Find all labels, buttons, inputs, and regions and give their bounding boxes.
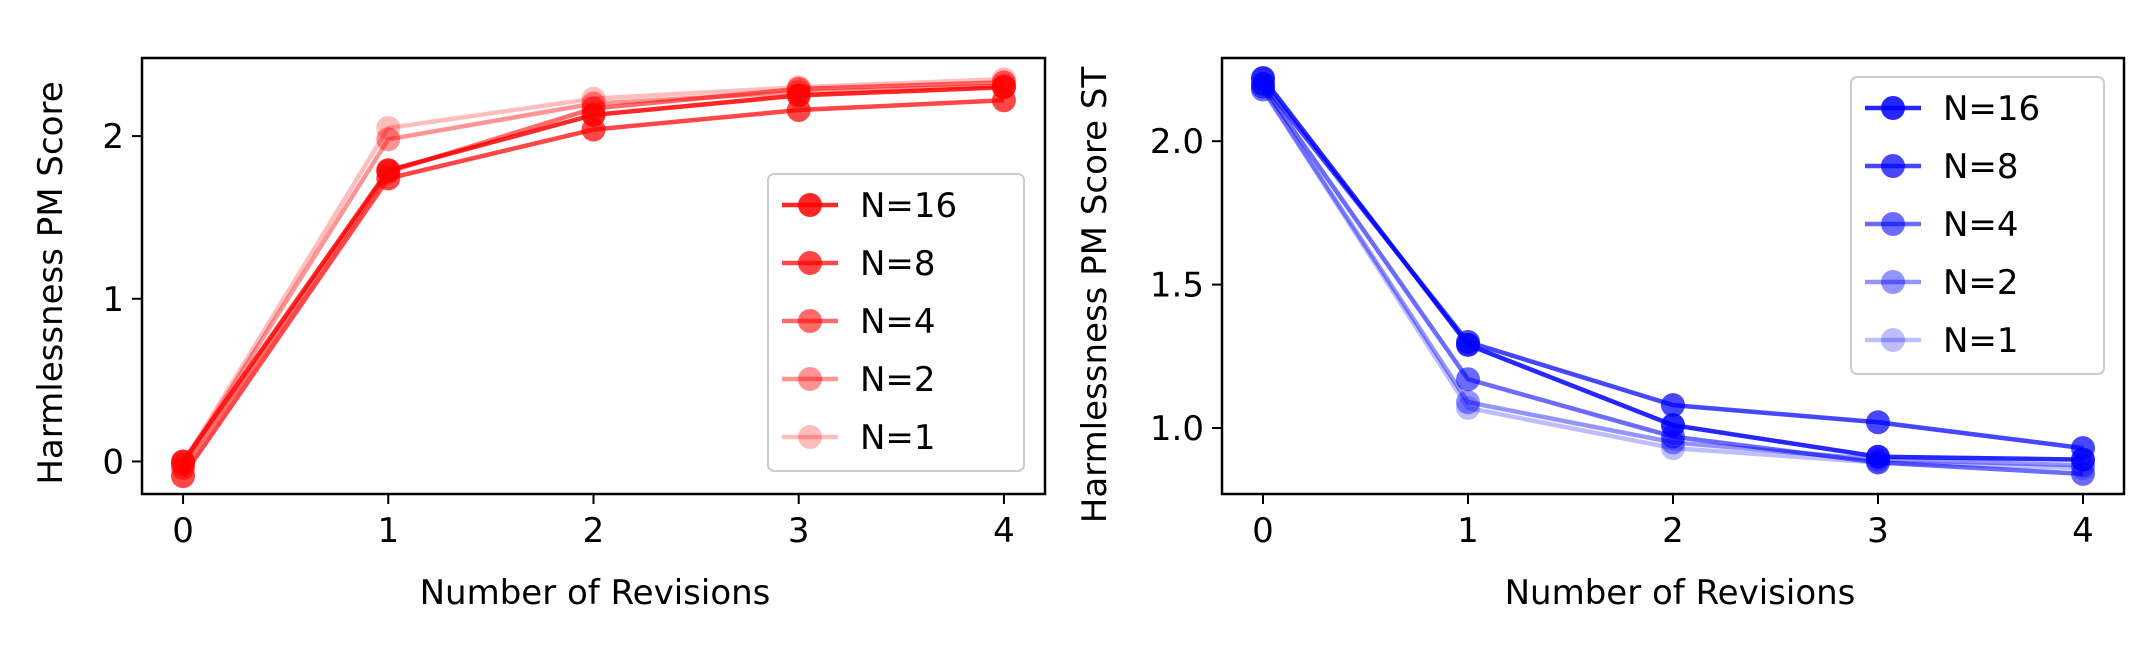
legend-item: N=16 xyxy=(1865,89,2040,129)
legend-marker xyxy=(798,309,822,333)
x-tick-label: 0 xyxy=(1252,511,1274,551)
legend-marker xyxy=(798,251,822,275)
legend-label: N=8 xyxy=(1943,147,2019,187)
legend-marker xyxy=(798,193,822,217)
y-tick-label: 2 xyxy=(102,117,124,157)
data-point xyxy=(1456,367,1480,392)
legend-box xyxy=(767,173,1025,472)
data-point xyxy=(581,102,606,127)
data-point xyxy=(376,158,401,183)
data-point xyxy=(376,127,401,152)
y-tick-label: 2.0 xyxy=(1150,122,1204,162)
legend-item: N=2 xyxy=(782,360,936,400)
data-point xyxy=(1456,390,1480,415)
x-tick-label: 0 xyxy=(172,511,194,551)
data-point xyxy=(1456,395,1480,420)
x-axis-label: Number of Revisions xyxy=(1505,573,1856,613)
y-tick-label: 1.0 xyxy=(1150,409,1204,449)
data-point xyxy=(1456,332,1480,357)
x-tick-label: 1 xyxy=(377,511,399,551)
y-tick-label: 1.5 xyxy=(1150,266,1204,306)
legend-label: N=1 xyxy=(1943,321,2019,361)
legend-item: N=16 xyxy=(782,186,957,226)
legend-marker xyxy=(1881,328,1905,352)
x-tick-label: 2 xyxy=(583,511,605,551)
legend-label: N=1 xyxy=(860,418,936,458)
legend-marker xyxy=(798,425,822,449)
legend-marker xyxy=(798,367,822,391)
y-tick-label: 0 xyxy=(102,442,124,482)
legend: N=16 N=8 N=4 N=2 N=1 xyxy=(767,173,1025,472)
data-point xyxy=(1866,410,1890,435)
data-point xyxy=(1251,66,1275,91)
legend-label: N=2 xyxy=(1943,263,2019,303)
x-tick-label: 2 xyxy=(1662,511,1684,551)
y-axis-label: Harmlessness PM Score ST xyxy=(1075,67,1115,524)
legend-item: N=2 xyxy=(1865,263,2019,303)
legend-marker xyxy=(1881,270,1905,294)
series-n-16 xyxy=(171,75,1016,474)
data-point xyxy=(1661,393,1685,418)
data-point xyxy=(786,83,811,108)
x-tick-label: 3 xyxy=(1867,511,1889,551)
legend-label: N=8 xyxy=(860,244,936,284)
x-axis-label: Number of Revisions xyxy=(420,573,771,613)
data-point xyxy=(376,115,401,140)
legend-label: N=4 xyxy=(860,302,936,342)
data-point xyxy=(171,449,196,474)
x-tick-label: 4 xyxy=(993,511,1015,551)
legend-box xyxy=(1850,76,2105,375)
legend-item: N=8 xyxy=(1865,147,2019,187)
legend-item: N=4 xyxy=(1865,205,2019,245)
legend-item: N=1 xyxy=(1865,321,2019,361)
legend-marker xyxy=(1881,96,1905,120)
legend-item: N=1 xyxy=(782,418,936,458)
legend-marker xyxy=(1881,154,1905,178)
harmlessness-pm-score-chart: Harmlessness PM Score Number of Revision… xyxy=(31,56,1047,613)
data-point xyxy=(1866,444,1890,469)
plot-frame xyxy=(1220,56,2126,496)
data-point xyxy=(1661,413,1685,438)
legend: N=16 N=8 N=4 N=2 N=1 xyxy=(1850,76,2105,375)
x-tick-label: 3 xyxy=(788,511,810,551)
legend-label: N=4 xyxy=(1943,205,2019,245)
x-tick-label: 4 xyxy=(2072,511,2094,551)
plot-frame xyxy=(140,56,1047,496)
legend-marker xyxy=(1881,212,1905,236)
harmlessness-pm-score-st-chart: Harmlessness PM Score ST Number of Revis… xyxy=(1075,56,2126,613)
legend-label: N=2 xyxy=(860,360,936,400)
data-point xyxy=(991,75,1016,100)
legend-item: N=8 xyxy=(782,244,936,284)
x-tick-label: 1 xyxy=(1457,511,1479,551)
y-tick-label: 1 xyxy=(102,280,124,320)
data-point xyxy=(2071,447,2095,472)
legend-label: N=16 xyxy=(860,186,957,226)
y-axis-label: Harmlessness PM Score xyxy=(31,81,71,484)
series-n-16 xyxy=(1251,66,2095,472)
legend-item: N=4 xyxy=(782,302,936,342)
legend-label: N=16 xyxy=(1943,89,2040,129)
